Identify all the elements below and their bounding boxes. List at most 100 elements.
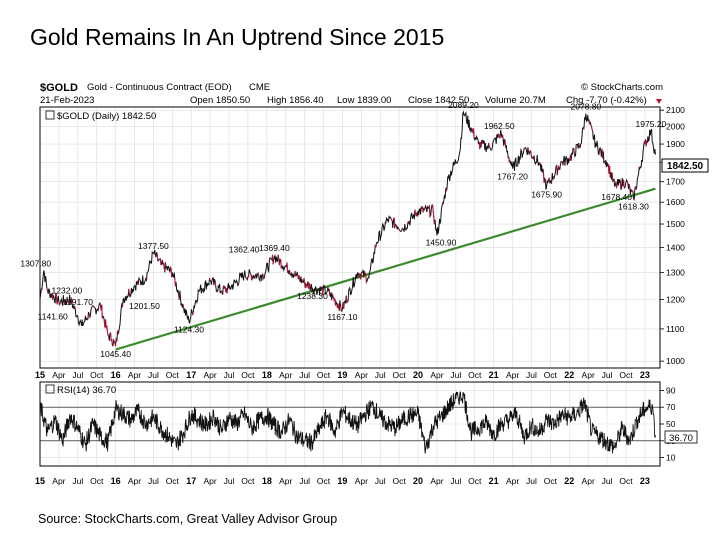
chart-open: Open 1850.50: [190, 95, 250, 106]
legend-price-text: $GOLD (Daily) 1842.50: [57, 111, 156, 122]
price-annotation: 1450.90: [426, 237, 457, 247]
down-day-segment: [331, 293, 334, 298]
down-day-segment: [497, 133, 500, 138]
down-day-segment: [336, 303, 338, 308]
price-annotation: 1191.70: [63, 297, 93, 307]
down-day-segment: [117, 330, 119, 335]
x-tick-label: 15: [35, 476, 45, 486]
down-day-segment: [601, 148, 604, 159]
x-tick-label: Apr: [582, 476, 595, 486]
gold-chart: $GOLD Gold - Continuous Contract (EOD) C…: [20, 82, 709, 486]
down-day-segment: [285, 265, 287, 268]
down-day-segment: [270, 258, 273, 261]
x-tick-label: Jul: [450, 370, 461, 380]
x-tick-label: 23: [640, 370, 650, 380]
down-day-segment: [520, 149, 523, 152]
down-day-segment: [532, 157, 534, 160]
price-annotation: 1141.60: [38, 311, 68, 321]
x-tick-label: Jul: [72, 476, 83, 486]
price-annotation: 1678.40: [601, 192, 632, 202]
price-y-tick-label: 1600: [666, 197, 685, 207]
x-tick-label: Jul: [72, 370, 83, 380]
down-day-segment: [93, 305, 95, 308]
down-day-segment: [214, 281, 217, 287]
down-day-segment: [342, 302, 345, 309]
x-tick-label: 15: [35, 370, 45, 380]
x-tick-label: Apr: [204, 370, 217, 380]
down-day-segment: [348, 287, 351, 290]
down-day-segment: [267, 270, 270, 272]
legend-rsi-swatch-icon: [45, 384, 55, 394]
down-day-segment: [527, 147, 530, 152]
last-rsi-tag: 36.70: [664, 430, 698, 444]
down-day-segment: [338, 307, 340, 312]
price-annotation: 1975.20: [636, 119, 667, 129]
chart-exchange: CME: [249, 82, 270, 93]
price-y-axis: 1000110012001300140015001600170018001900…: [660, 105, 685, 366]
down-day-segment: [250, 273, 252, 275]
x-tick-label: 17: [186, 476, 196, 486]
x-tick-label: 19: [337, 476, 347, 486]
down-day-segment: [374, 244, 377, 248]
price-y-tick-label: 1900: [666, 139, 685, 149]
chart-volume: Volume 20.7M: [485, 95, 546, 106]
down-day-segment: [471, 128, 474, 133]
down-day-segment: [220, 290, 223, 294]
down-day-segment: [46, 288, 49, 291]
down-day-segment: [432, 204, 434, 211]
down-day-segment: [588, 119, 591, 125]
last-rsi-box: [664, 430, 698, 444]
down-day-segment: [261, 273, 264, 276]
rsi-y-tick-label: 90: [666, 385, 676, 395]
price-y-tick-label: 1100: [666, 324, 685, 334]
x-tick-label: 18: [262, 370, 272, 380]
price-annotation: 2078.80: [571, 102, 602, 112]
x-tick-label: Jul: [602, 370, 613, 380]
x-tick-label: Apr: [430, 370, 443, 380]
down-day-segment: [159, 258, 162, 265]
price-series-layer: [39, 110, 656, 347]
down-day-segment: [423, 208, 425, 211]
x-tick-label: Apr: [128, 476, 141, 486]
x-tick-label: Oct: [468, 370, 482, 380]
x-tick-label: Oct: [544, 370, 558, 380]
down-day-segment: [609, 165, 611, 178]
down-arrow-icon: [656, 99, 662, 104]
x-tick-label: Oct: [468, 476, 482, 486]
chart-low: Low 1839.00: [337, 95, 391, 106]
down-day-segment: [162, 262, 165, 268]
down-day-segment: [358, 273, 360, 279]
down-day-segment: [643, 142, 646, 145]
down-day-segment: [504, 139, 507, 149]
price-annotation: 1618.30: [618, 201, 649, 211]
down-day-segment: [297, 274, 299, 280]
down-day-segment: [101, 304, 103, 319]
down-day-segment: [111, 338, 113, 346]
price-annotation: 1238.30: [297, 291, 328, 301]
down-day-segment: [272, 254, 274, 265]
down-day-segment: [178, 294, 180, 300]
down-day-segment: [156, 252, 158, 255]
x-tick-label: Oct: [166, 476, 180, 486]
down-day-segment: [58, 301, 61, 306]
down-day-segment: [390, 218, 393, 220]
down-day-segment: [113, 339, 115, 342]
price-y-tick-label: 1400: [666, 242, 685, 252]
x-tick-label: Apr: [355, 370, 368, 380]
down-day-segment: [307, 282, 310, 290]
down-day-segment: [244, 276, 247, 279]
x-tick-label: Oct: [241, 370, 255, 380]
down-day-segment: [634, 186, 637, 190]
down-day-segment: [74, 306, 76, 310]
down-day-segment: [631, 190, 634, 192]
down-day-segment: [365, 273, 367, 283]
down-day-segment: [164, 262, 167, 268]
down-day-segment: [607, 163, 610, 174]
price-annotation: 1232.00: [52, 286, 83, 296]
down-day-segment: [63, 301, 66, 304]
x-tick-label: 21: [489, 370, 499, 380]
source-note: Source: StockCharts.com, Great Valley Ad…: [38, 512, 338, 526]
price-annotation: 1675.90: [531, 190, 562, 200]
x-tick-label: Oct: [619, 476, 633, 486]
